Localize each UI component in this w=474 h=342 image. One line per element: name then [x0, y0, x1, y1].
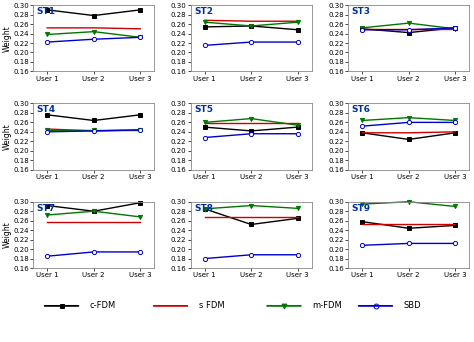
- Text: ST3: ST3: [352, 7, 371, 16]
- Text: ST8: ST8: [194, 204, 213, 213]
- Text: SBD: SBD: [404, 301, 421, 311]
- Text: ST2: ST2: [194, 7, 213, 16]
- Y-axis label: Weight: Weight: [3, 123, 12, 150]
- Text: s FDM: s FDM: [199, 301, 225, 311]
- Text: ST6: ST6: [352, 105, 371, 115]
- Text: ST1: ST1: [37, 7, 56, 16]
- Text: ST4: ST4: [37, 105, 56, 115]
- Text: m-FDM: m-FDM: [312, 301, 342, 311]
- Text: ST7: ST7: [37, 204, 56, 213]
- Y-axis label: Weight: Weight: [3, 222, 12, 248]
- Text: c-FDM: c-FDM: [90, 301, 116, 311]
- Text: ST9: ST9: [352, 204, 371, 213]
- Text: ST5: ST5: [194, 105, 213, 115]
- Y-axis label: Weight: Weight: [3, 25, 12, 52]
